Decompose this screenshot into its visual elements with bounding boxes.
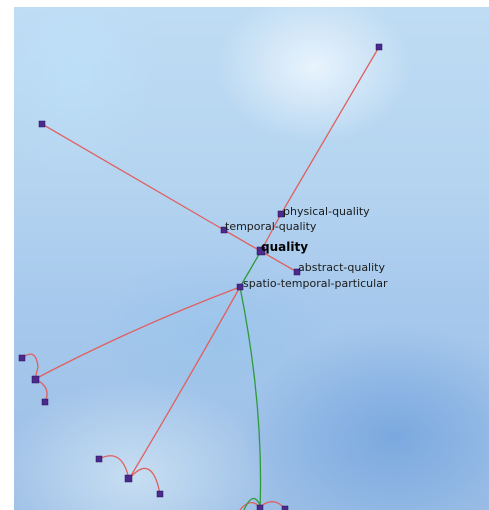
node-left-cluster-hub[interactable] (31, 375, 40, 384)
edge-bottom-cluster-loop-b (128, 467, 161, 495)
node-temporal-quality[interactable] (220, 226, 228, 234)
edge-stp-bottom-cluster (128, 286, 241, 480)
node-left-cluster-a[interactable] (18, 354, 26, 362)
node-quality[interactable] (256, 246, 266, 256)
node-left-cluster-b[interactable] (41, 398, 49, 406)
node-temporal-quality-child[interactable] (38, 120, 46, 128)
ontology-graph[interactable]: physical-quality temporal-quality qualit… (14, 7, 489, 510)
edge-temporal-quality-branch (41, 123, 225, 231)
ontology-graph-viewport[interactable]: physical-quality temporal-quality qualit… (14, 7, 489, 510)
edge-bottom-cluster-loop-a (98, 455, 130, 480)
edge-stp-down (239, 286, 262, 510)
edge-physical-quality-branch (280, 46, 380, 215)
label-temporal-quality: temporal-quality (225, 220, 317, 233)
node-bottom-edge-b[interactable] (281, 505, 289, 510)
edge-stp-quality (239, 250, 262, 288)
node-bottom-edge-a[interactable] (256, 504, 264, 510)
label-spatio-temporal-particular: spatio-temporal-particular (243, 277, 388, 290)
node-bottom-cluster-b[interactable] (156, 490, 164, 498)
node-physical-quality-child[interactable] (375, 43, 383, 51)
label-quality: quality (261, 240, 308, 254)
edge-quality-physical-quality (260, 213, 282, 252)
edge-stp-left-cluster (34, 286, 241, 380)
node-bottom-cluster-hub[interactable] (124, 474, 133, 483)
node-abstract-quality[interactable] (293, 268, 301, 276)
node-physical-quality[interactable] (277, 210, 285, 218)
label-physical-quality: physical-quality (283, 205, 370, 218)
node-spatio-temporal-particular[interactable] (236, 283, 244, 291)
label-abstract-quality: abstract-quality (298, 261, 385, 274)
node-bottom-cluster-a[interactable] (95, 455, 103, 463)
